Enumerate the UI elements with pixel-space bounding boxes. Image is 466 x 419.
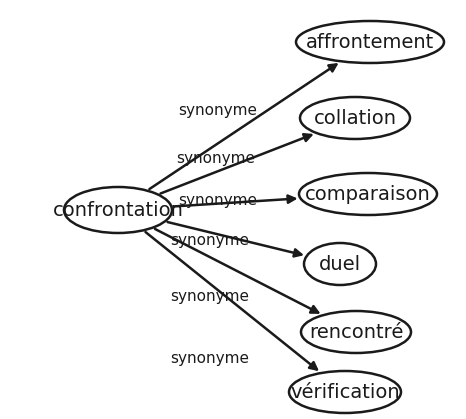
Text: rencontré: rencontré — [309, 323, 403, 341]
Text: affrontement: affrontement — [306, 33, 434, 52]
Text: synonyme: synonyme — [171, 351, 249, 365]
Text: confrontation: confrontation — [53, 201, 184, 220]
Text: comparaison: comparaison — [305, 184, 431, 204]
Text: synonyme: synonyme — [178, 103, 258, 117]
Text: synonyme: synonyme — [178, 192, 258, 207]
Text: vérification: vérification — [290, 383, 400, 401]
Text: duel: duel — [319, 254, 361, 274]
Text: synonyme: synonyme — [177, 150, 255, 166]
Text: collation: collation — [314, 109, 397, 127]
Text: synonyme: synonyme — [171, 233, 249, 248]
Text: synonyme: synonyme — [171, 289, 249, 303]
